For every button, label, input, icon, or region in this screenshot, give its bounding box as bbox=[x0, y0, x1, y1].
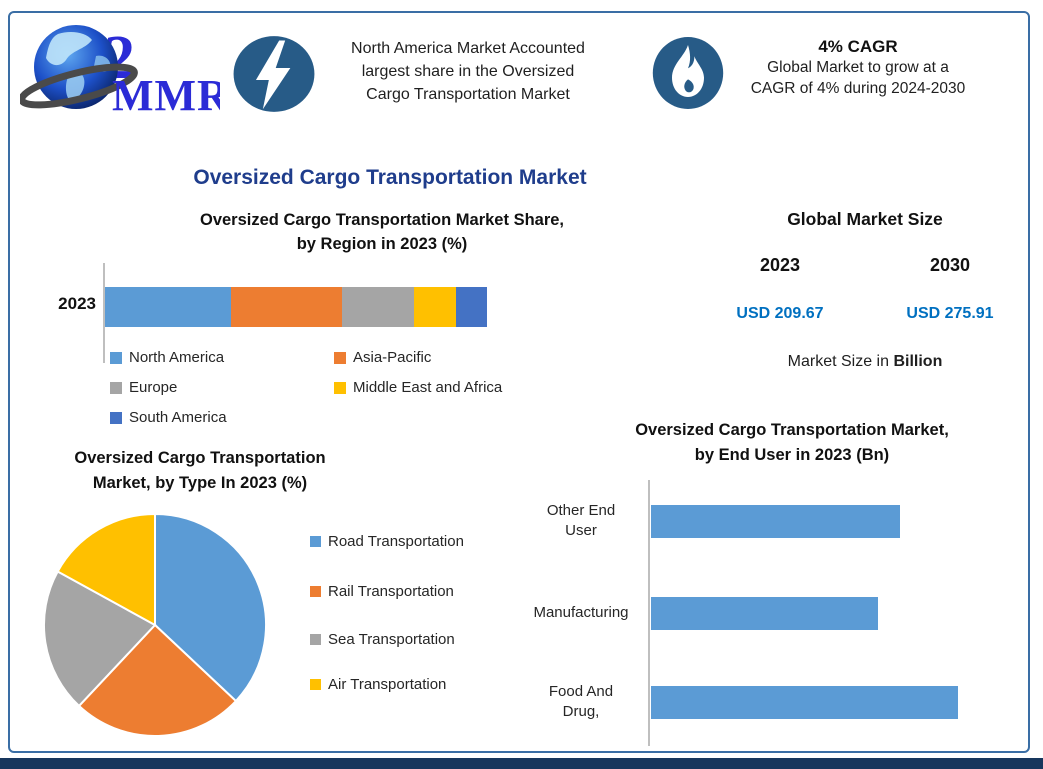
region-chart-title: Oversized Cargo Transportation Market Sh… bbox=[199, 211, 565, 253]
market-size-footnote: Market Size in Billion bbox=[787, 353, 943, 370]
legend-label: South America bbox=[129, 409, 227, 426]
legend-label: North America bbox=[129, 349, 225, 366]
legend-label: Road Transportation bbox=[328, 533, 464, 550]
lightning-badge bbox=[233, 36, 315, 112]
legend-item-rail: Rail Transportation bbox=[310, 583, 454, 600]
legend-swatch bbox=[110, 381, 122, 394]
legend-swatch bbox=[310, 536, 321, 547]
end-user-category-food-drug: Food And Drug, bbox=[548, 683, 614, 720]
type-pie-chart bbox=[43, 512, 267, 737]
legend-label: Middle East and Africa bbox=[353, 379, 503, 396]
bottom-accent-bar bbox=[0, 758, 1043, 769]
region-bar-segment bbox=[414, 287, 457, 327]
legend-item-north-america: North America bbox=[110, 349, 224, 366]
pie-slice bbox=[56, 512, 156, 627]
market-size-value-2023: USD 209.67 bbox=[736, 305, 824, 322]
cagr-headline: 4% CAGR bbox=[818, 37, 898, 56]
mmr-logo: 2 MMR bbox=[20, 24, 220, 120]
legend-swatch bbox=[110, 411, 122, 424]
flame-badge bbox=[652, 37, 724, 109]
header-highlight: North America Market Accounted largest s… bbox=[318, 37, 618, 106]
pie-slice bbox=[43, 570, 157, 708]
end-user-category-other: Other End User bbox=[546, 502, 616, 539]
region-bar-segment bbox=[105, 287, 232, 327]
legend-swatch bbox=[310, 679, 321, 690]
flame-icon bbox=[672, 45, 704, 97]
legend-item-middle-east-africa: Middle East and Africa bbox=[334, 379, 502, 396]
legend-item-road: Road Transportation bbox=[310, 533, 464, 550]
logo-orbit-swoosh bbox=[20, 63, 138, 109]
legend-label: Rail Transportation bbox=[328, 583, 454, 600]
region-bar-segment bbox=[231, 287, 342, 327]
highlight-line-2: largest share in the Oversized bbox=[361, 63, 575, 80]
legend-swatch bbox=[310, 634, 321, 645]
logo-text: MMR bbox=[112, 71, 220, 120]
legend-label: Sea Transportation bbox=[328, 631, 455, 648]
end-user-bar-manufacturing bbox=[651, 597, 878, 630]
cagr-line-1: Global Market to grow at a bbox=[767, 59, 949, 76]
end-user-category-manufacturing: Manufacturing bbox=[533, 604, 629, 621]
legend-swatch bbox=[334, 351, 346, 364]
infographic-frame: 2 MMR North America Market Accounted lar… bbox=[8, 11, 1030, 753]
end-user-axis-line bbox=[648, 480, 650, 746]
legend-item-sea: Sea Transportation bbox=[310, 631, 455, 648]
page-title: Oversized Cargo Transportation Market bbox=[193, 166, 587, 189]
pie-slice bbox=[154, 512, 267, 703]
end-user-bar-food-drug bbox=[651, 686, 958, 719]
region-axis-category: 2023 bbox=[58, 294, 96, 313]
legend-swatch bbox=[334, 381, 346, 394]
region-bar-segment bbox=[456, 287, 487, 327]
market-size-year-2023: 2023 bbox=[759, 255, 801, 275]
end-user-bar-other bbox=[651, 505, 900, 538]
highlight-line-1: North America Market Accounted bbox=[351, 40, 585, 57]
legend-item-air: Air Transportation bbox=[310, 676, 446, 693]
region-bar-segment bbox=[341, 287, 415, 327]
end-user-chart-title: Oversized Cargo Transportation Market, b… bbox=[635, 421, 949, 464]
legend-item-europe: Europe bbox=[110, 379, 177, 396]
legend-label: Asia-Pacific bbox=[353, 349, 432, 366]
pie-slice bbox=[77, 623, 238, 737]
highlight-line-3: Cargo Transportation Market bbox=[366, 86, 570, 103]
lightning-icon bbox=[255, 40, 291, 110]
type-chart-title: Oversized Cargo Transportation Market, b… bbox=[74, 449, 326, 492]
market-size-value-2030: USD 275.91 bbox=[906, 305, 994, 322]
legend-item-south-america: South America bbox=[110, 409, 227, 426]
cagr-block: 4% CAGR Global Market to grow at a CAGR … bbox=[710, 37, 1006, 99]
region-stacked-bar bbox=[105, 287, 487, 327]
legend-item-asia-pacific: Asia-Pacific bbox=[334, 349, 431, 366]
region-axis-line bbox=[103, 263, 105, 363]
market-size-title: Global Market Size bbox=[787, 209, 943, 229]
cagr-line-2: CAGR of 4% during 2024-2030 bbox=[750, 80, 966, 97]
market-size-year-2030: 2030 bbox=[929, 255, 971, 275]
legend-swatch bbox=[310, 586, 321, 597]
legend-label: Europe bbox=[129, 379, 178, 396]
legend-label: Air Transportation bbox=[328, 676, 447, 693]
legend-swatch bbox=[110, 351, 122, 364]
